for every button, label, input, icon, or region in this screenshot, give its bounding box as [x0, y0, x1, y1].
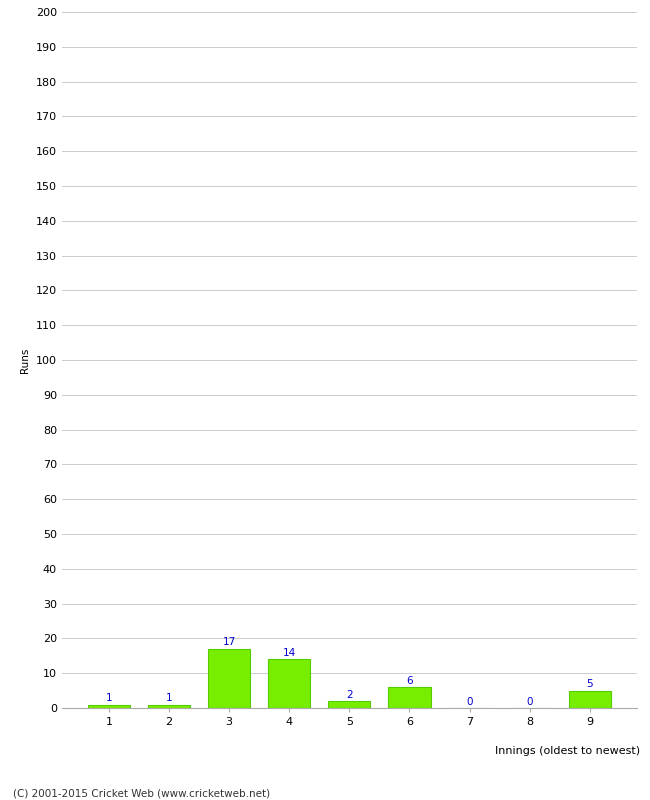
- Text: 6: 6: [406, 676, 413, 686]
- Text: 1: 1: [166, 693, 172, 703]
- Bar: [208, 649, 250, 708]
- Text: 0: 0: [466, 697, 473, 706]
- Text: 1: 1: [105, 693, 112, 703]
- Bar: [88, 705, 130, 708]
- Y-axis label: Runs: Runs: [20, 347, 30, 373]
- Bar: [148, 705, 190, 708]
- Bar: [389, 687, 430, 708]
- Bar: [569, 690, 611, 708]
- Text: 2: 2: [346, 690, 353, 700]
- Text: 5: 5: [586, 679, 593, 690]
- Text: 0: 0: [526, 697, 533, 706]
- X-axis label: Innings (oldest to newest): Innings (oldest to newest): [495, 746, 640, 756]
- Bar: [328, 701, 370, 708]
- Text: 17: 17: [222, 638, 236, 647]
- Text: (C) 2001-2015 Cricket Web (www.cricketweb.net): (C) 2001-2015 Cricket Web (www.cricketwe…: [13, 788, 270, 798]
- Bar: [268, 659, 310, 708]
- Text: 14: 14: [283, 648, 296, 658]
